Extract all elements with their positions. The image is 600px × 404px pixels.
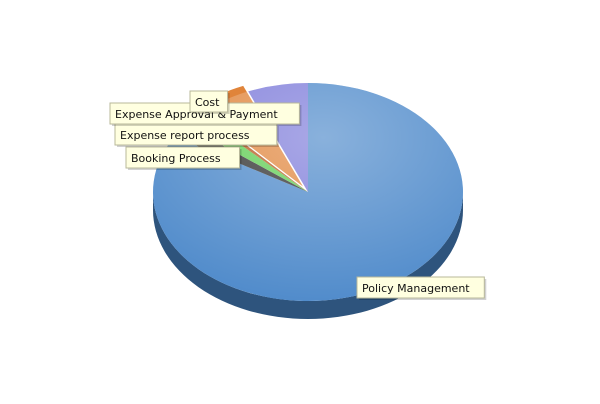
pie-label-text-1: Booking Process xyxy=(131,152,221,165)
pie-label-text-2: Expense report process xyxy=(120,129,250,142)
pie-label-3: Expense Approval & Payment xyxy=(109,102,302,126)
pie-label-1: Booking Process xyxy=(125,146,242,170)
pie-label-4: Cost xyxy=(189,90,230,114)
pie-label-2: Expense report process xyxy=(114,123,279,147)
pie-label-text-4: Cost xyxy=(195,96,220,109)
pie-label-text-3: Expense Approval & Payment xyxy=(115,108,278,121)
pie-labels: Policy Management Booking Process Expense … xyxy=(109,90,487,300)
pie-label-text-0: Policy Management xyxy=(362,282,470,295)
pie-label-0: Policy Management xyxy=(356,276,487,300)
